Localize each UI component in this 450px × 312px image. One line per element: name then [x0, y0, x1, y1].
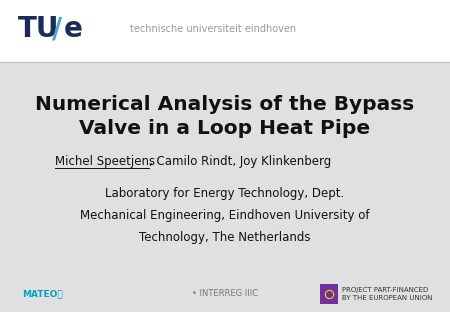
Text: PROJECT PART-FINANCED
BY THE EUROPEAN UNION: PROJECT PART-FINANCED BY THE EUROPEAN UN… [342, 287, 432, 301]
Text: Michel Speetjens: Michel Speetjens [55, 155, 155, 168]
Text: Mechanical Engineering, Eindhoven University of: Mechanical Engineering, Eindhoven Univer… [80, 209, 370, 222]
Text: technische universiteit eindhoven: technische universiteit eindhoven [130, 24, 296, 34]
Text: /: / [52, 15, 62, 43]
Text: Valve in a Loop Heat Pipe: Valve in a Loop Heat Pipe [80, 119, 370, 138]
Text: • INTERREG IIIC: • INTERREG IIIC [192, 290, 258, 299]
Text: , Camilo Rindt, Joy Klinkenberg: , Camilo Rindt, Joy Klinkenberg [149, 155, 331, 168]
Text: Technology, The Netherlands: Technology, The Netherlands [139, 232, 311, 245]
Text: Numerical Analysis of the Bypass: Numerical Analysis of the Bypass [36, 95, 414, 114]
Text: MATEOⓈ: MATEOⓈ [22, 290, 63, 299]
Text: Laboratory for Energy Technology, Dept.: Laboratory for Energy Technology, Dept. [105, 188, 345, 201]
Text: TU: TU [18, 15, 59, 43]
Text: e: e [64, 15, 83, 43]
Bar [0, 0, 450, 62]
Bar [320, 284, 338, 304]
